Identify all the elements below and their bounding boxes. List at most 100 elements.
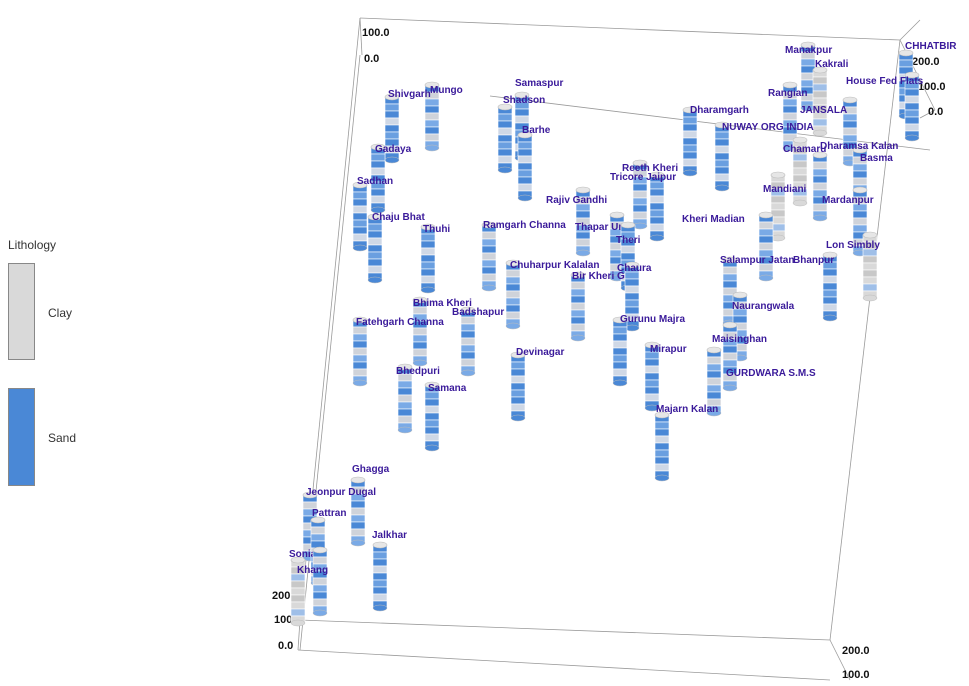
well-label: Thuhi <box>423 224 450 235</box>
well[interactable]: Lon Simbly <box>826 231 880 302</box>
well[interactable]: Ramgarh Channa <box>481 220 566 292</box>
well[interactable]: Kakrali <box>812 59 849 137</box>
well-label: Ramgarh Channa <box>483 220 566 231</box>
well-segment <box>420 254 436 263</box>
well-segment <box>510 382 526 391</box>
well[interactable]: Sadhan <box>352 176 393 252</box>
well-segment <box>517 183 533 192</box>
well[interactable]: House Fed Flats <box>846 71 924 142</box>
well-label: Devinagar <box>516 347 564 358</box>
well[interactable]: Chaju Bhat <box>367 212 425 284</box>
well-label: CHHATBIR <box>905 41 957 52</box>
well-segment <box>397 380 413 389</box>
well-segment <box>644 386 660 395</box>
well[interactable]: Jalkhar <box>372 530 407 612</box>
axis-tick-label: 100.0 <box>842 669 870 681</box>
well[interactable]: Chamaru <box>783 136 826 207</box>
well-segment <box>706 363 722 372</box>
well[interactable]: Khang <box>297 546 328 617</box>
well[interactable]: Maisinghan <box>712 321 767 392</box>
well-segment <box>372 565 388 574</box>
well[interactable]: Mungo <box>424 81 463 152</box>
well-segment <box>370 188 386 197</box>
box-edge <box>299 619 831 641</box>
well[interactable]: Gadaya <box>370 143 412 214</box>
well-cap <box>898 49 914 57</box>
well[interactable]: Devinagar <box>510 347 564 422</box>
well-base <box>312 609 328 617</box>
well-base <box>644 404 660 412</box>
well[interactable]: Kheri Madian <box>682 211 774 282</box>
well[interactable]: NUWAY ORG INDIA <box>714 121 814 192</box>
well[interactable]: Jeonpur Dugal <box>302 487 376 562</box>
well-segment <box>420 275 436 284</box>
well-cap <box>514 91 530 99</box>
well-segment <box>632 204 648 213</box>
well-segment <box>384 131 400 140</box>
wells-layer[interactable]: Manakpur CHHATBIR Kakrali House Fed Flats Sa… <box>289 41 957 627</box>
well-cap <box>842 96 858 104</box>
well-cap <box>510 351 526 359</box>
well[interactable]: Thuhi <box>420 223 450 294</box>
well[interactable]: Mirapur <box>644 341 687 412</box>
well[interactable]: Badshapur <box>452 306 504 377</box>
well-cap <box>350 476 366 484</box>
well-segment <box>644 358 660 367</box>
well-segment <box>505 283 521 292</box>
axis-tick-label: 0.0 <box>928 106 943 118</box>
well-segment <box>372 551 388 560</box>
well-segment <box>424 426 440 435</box>
well[interactable]: Ghagga <box>350 464 390 547</box>
well-segment <box>412 348 428 357</box>
well-label: Naurangwala <box>732 301 795 312</box>
well[interactable]: Thapar Uni <box>575 211 627 282</box>
well-segment <box>654 421 670 430</box>
well[interactable]: Reeth Kheri <box>622 159 678 230</box>
well[interactable]: Chuharpur Kalalan <box>505 259 599 330</box>
well-segment <box>424 133 440 142</box>
well[interactable]: Rajiv Gandhi <box>546 186 607 257</box>
well[interactable]: Sonial <box>289 549 319 627</box>
well-segment <box>722 280 738 289</box>
well-segment <box>649 209 665 218</box>
well-segment <box>290 608 306 617</box>
well-segment <box>350 521 366 530</box>
well-segment <box>510 403 526 412</box>
well-segment <box>350 528 366 537</box>
well[interactable]: Fatehgarh Channa <box>352 316 444 387</box>
well-label: House Fed Flats <box>846 76 924 87</box>
well[interactable]: Shadson <box>497 95 545 174</box>
well[interactable]: Majarn Kalan <box>654 404 718 482</box>
well-base <box>570 334 586 342</box>
well[interactable]: Dharamgarh <box>682 105 749 177</box>
well[interactable]: Bir Kheri G <box>570 271 625 342</box>
well-label: Bhanpur <box>793 255 834 266</box>
well[interactable]: Barhe <box>517 125 551 202</box>
well[interactable]: Bhanpur <box>793 251 838 322</box>
well-segment <box>352 226 368 235</box>
axis-tick-label: 0.0 <box>364 53 379 65</box>
well[interactable]: Bhedpuri <box>396 363 440 434</box>
legend-title: Lithology <box>8 238 57 252</box>
box-edge <box>359 17 901 41</box>
well[interactable]: Manakpur <box>785 41 832 112</box>
well[interactable]: Mandiani <box>763 171 807 242</box>
well[interactable]: Bhima Kheri <box>412 296 472 367</box>
well-segment <box>517 141 533 150</box>
well-base <box>372 604 388 612</box>
well[interactable]: Mardanpur <box>822 186 874 257</box>
well[interactable]: Salampur Jatan <box>720 255 794 327</box>
well-segment <box>424 112 440 121</box>
well[interactable]: Gurunu Majra <box>612 314 685 387</box>
well-segment <box>290 594 306 603</box>
well[interactable]: Basma <box>812 151 893 222</box>
well[interactable]: Chaura <box>617 261 652 332</box>
well[interactable]: Tricore Jaipur <box>610 171 676 242</box>
well[interactable]: Naurangwala <box>732 291 795 362</box>
well[interactable]: GURDWARA S.M.S <box>706 346 816 417</box>
axis-tick-label: 100.0 <box>362 27 390 39</box>
well-segment <box>420 268 436 277</box>
well[interactable]: Samana <box>424 381 467 452</box>
well-segment <box>310 533 326 542</box>
